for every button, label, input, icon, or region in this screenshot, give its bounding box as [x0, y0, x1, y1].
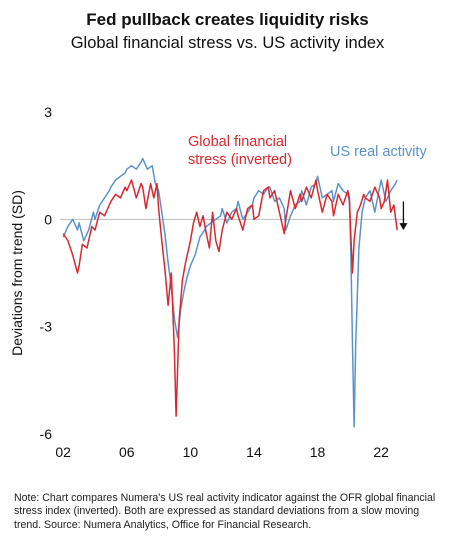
- y-tick-label: 0: [44, 211, 52, 227]
- y-tick-label: 3: [44, 104, 52, 120]
- x-tick-label: 18: [310, 444, 326, 460]
- chart-title: Fed pullback creates liquidity risks: [86, 10, 369, 29]
- x-tick-label: 22: [373, 444, 389, 460]
- label-financial-stress: Global financial: [188, 134, 287, 150]
- down-arrow-icon: [399, 201, 408, 231]
- y-axis-ticks: 3 0 -3 -6: [40, 104, 53, 442]
- y-tick-label: -3: [40, 319, 53, 335]
- label-us-activity: US real activity: [330, 144, 427, 160]
- series-lines: [62, 157, 398, 428]
- line-chart: 3 0 -3 -6 02 06 10 14 18 22 Global financial stre…: [9, 104, 427, 460]
- label-financial-stress: stress (inverted): [188, 152, 292, 168]
- series-labels: Global financial stress (inverted) US real…: [188, 134, 427, 168]
- x-tick-label: 06: [119, 444, 135, 460]
- y-axis-label: Deviations from trend (SD): [9, 190, 25, 356]
- x-axis-ticks: 02 06 10 14 18 22: [55, 444, 389, 460]
- chart-note: Note: Chart compares Numera's US real ac…: [14, 492, 436, 531]
- x-tick-label: 14: [246, 444, 262, 460]
- arrow-head: [399, 223, 408, 231]
- x-tick-label: 02: [55, 444, 71, 460]
- series-line-financial-stress: [62, 179, 398, 417]
- y-tick-label: -6: [40, 426, 53, 442]
- chart-subtitle: Global financial stress vs. US activity …: [70, 34, 385, 52]
- x-tick-label: 10: [183, 444, 199, 460]
